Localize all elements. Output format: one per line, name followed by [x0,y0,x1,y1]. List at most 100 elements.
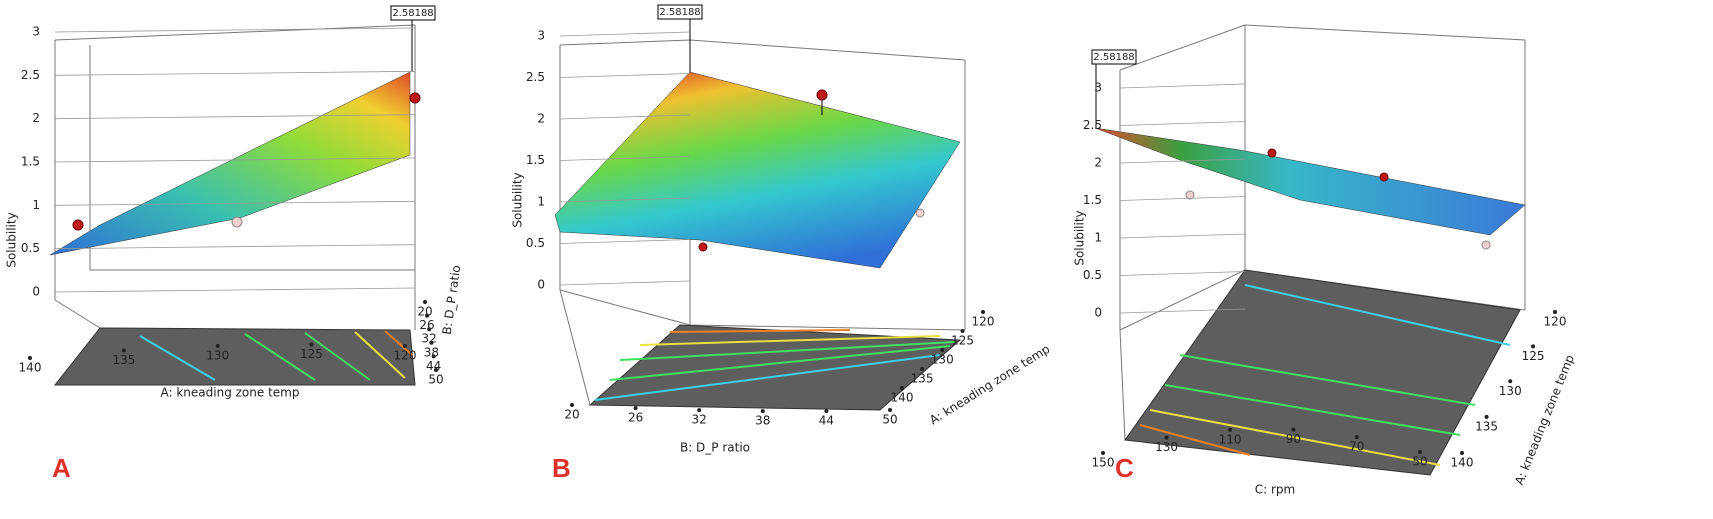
y-tick-label: 26 [419,318,434,332]
contour [669,329,851,333]
grid-line [559,280,691,286]
grid-line [1119,158,1246,164]
tick-mark [215,344,220,348]
grid-line [559,31,691,37]
x-tick-label: 125 [300,347,323,361]
design-point [409,92,421,104]
tick-mark [431,354,436,359]
y-tick-label: 20 [417,305,432,319]
annotation: 2.58188 [659,7,700,18]
panel-label: A [52,453,71,483]
annotation-box [1091,49,1137,65]
z-tick-label: 1.5 [21,155,40,169]
x-tick-label: 130 [206,349,229,363]
x-tick-label: 130 [1155,440,1178,454]
grid-line [1119,196,1246,201]
tick-mark [309,342,314,347]
tick-mark [920,367,925,371]
grid-line [54,70,416,76]
x-tick-label: 90 [1286,432,1301,446]
design-point [698,242,708,252]
grid-line [54,244,416,250]
annotation-box [390,5,436,21]
tick-mark [697,408,702,413]
y-tick-label: 125 [951,334,974,348]
grid-line [1119,233,1246,239]
z-tick-label: 3 [32,25,40,39]
y-tick-label: 120 [1544,315,1567,329]
annotation-box [657,4,703,20]
tick-mark [633,406,638,411]
box-edges [54,24,416,330]
tick-mark [429,340,434,345]
tick-mark [1508,379,1513,384]
tick-mark [427,327,432,332]
z-tick-label: 1 [1094,231,1102,245]
tick-mark [1164,435,1169,440]
x-tick-label: 44 [819,414,834,428]
z-tick-label: 1.5 [1083,193,1102,207]
y-tick-label: 135 [911,372,934,386]
tick-mark [121,348,126,353]
surface [49,71,411,256]
y-tick-label: 130 [1499,384,1522,398]
x-tick-label: 50 [882,413,897,427]
annotation: 2.58188 [1093,52,1134,63]
design-point [1267,148,1277,158]
tick-mark [900,386,904,390]
panel-label: B [552,453,571,483]
contour [609,345,951,381]
contour [354,331,406,379]
contour [619,341,956,361]
panel-c-frame [1094,24,1526,476]
grid-line [54,114,416,120]
z-tick-label: 1.5 [526,153,545,167]
z-tick-label: 2 [537,112,545,126]
design-point [72,219,84,231]
contour [1139,424,1251,456]
z-tick-label: 2.5 [1083,118,1102,132]
z-tick-label: 2.5 [526,70,545,84]
tick-mark [824,409,829,414]
contour [304,332,371,381]
grid-line [1119,121,1246,126]
y-tick-label: 44 [426,359,441,373]
y-tick-label: 38 [424,345,439,359]
z-tick-label: 0.5 [526,236,545,250]
x-axis-label: A: kneading zone temp [161,386,300,400]
x-tick-label: 26 [628,411,643,425]
tick-mark [434,368,438,372]
grid-line [54,27,416,33]
z-tick-label: 2 [1094,156,1102,170]
z-tick-label: 1 [32,198,40,212]
contour [139,335,216,381]
grid-line [54,200,416,206]
grid-line [559,73,691,78]
contour [244,333,316,381]
tick-mark [1418,450,1422,454]
z-tick-label: 0 [537,278,545,292]
x-tick-label: 150 [1092,456,1115,470]
x-tick-label: 38 [755,414,770,428]
x-tick-label: 140 [19,361,42,375]
tick-mark [1228,427,1233,432]
y-tick-label: 135 [1475,419,1498,433]
box-edges [1119,24,1526,441]
y-tick-label: 120 [972,315,995,329]
z-tick-label: 2 [32,111,40,125]
contour [384,330,413,356]
z-tick-label: 0 [32,285,40,299]
grid-line [1119,308,1246,314]
design-point [231,216,243,228]
x-tick-label: 120 [394,349,417,363]
x-tick-label: 135 [112,353,135,367]
contour [1164,384,1461,436]
y-tick-label: 50 [428,373,443,387]
panel-label: C [1115,453,1134,483]
x-axis-label: B: D_P ratio [680,441,750,455]
tick-mark [960,329,965,333]
y-axis-label: B: D_P ratio [440,264,464,335]
tick-mark [423,300,427,304]
contour [1149,409,1441,466]
